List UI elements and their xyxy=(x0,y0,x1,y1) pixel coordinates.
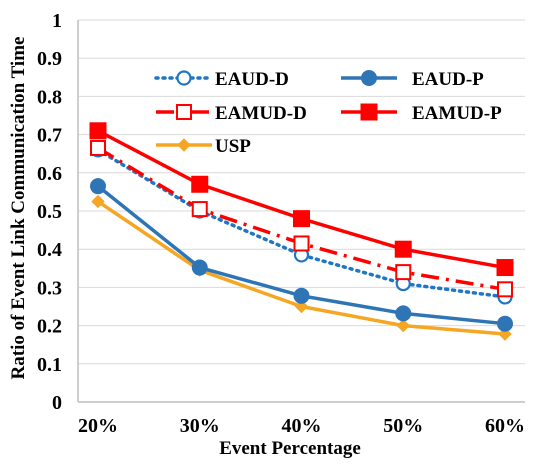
y-tick-label: 0.8 xyxy=(37,86,62,108)
y-tick-label: 0.4 xyxy=(37,239,62,261)
legend-item-usp: USP xyxy=(156,136,251,157)
data-point-eamud-d xyxy=(91,141,105,155)
legend-label: USP xyxy=(215,136,251,157)
legend-item-eamud-p: EAMUD-P xyxy=(341,103,502,124)
legend: EAUD-D EAUD-P EAMUD-D EAMUD-P USP xyxy=(156,69,502,157)
data-point-eamud-p xyxy=(395,241,411,257)
y-tick-label: 0.3 xyxy=(37,277,62,299)
y-tick-label: 0.1 xyxy=(37,354,62,376)
data-point-eaud-p xyxy=(192,260,207,275)
legend-item-eaud-d: EAUD-D xyxy=(156,69,289,90)
y-tick-label: 0 xyxy=(52,392,62,414)
x-tick-label: 50% xyxy=(383,415,423,437)
data-point-eamud-p xyxy=(90,123,106,139)
x-tick-label: 60% xyxy=(485,415,525,437)
x-tick-label: 40% xyxy=(282,415,322,437)
legend-marker xyxy=(178,72,191,85)
legend-item-eamud-d: EAMUD-D xyxy=(156,103,307,124)
data-point-eamud-d xyxy=(193,202,207,216)
legend-label: EAMUD-D xyxy=(215,103,307,124)
y-tick-label: 1 xyxy=(52,10,62,32)
data-point-usp xyxy=(397,320,409,332)
data-point-eaud-p xyxy=(294,288,309,303)
legend-marker xyxy=(361,104,377,120)
legend-marker xyxy=(178,139,190,151)
data-point-eamud-p xyxy=(497,260,513,276)
x-tick-label: 20% xyxy=(78,415,118,437)
legend-marker xyxy=(177,105,191,119)
legend-label: EAUD-D xyxy=(215,69,289,90)
x-tick-label: 30% xyxy=(180,415,220,437)
data-point-eamud-d xyxy=(396,265,410,279)
x-tick-labels: 20% 30% 40% 50% 60% xyxy=(78,415,525,437)
legend-item-eaud-p: EAUD-P xyxy=(341,69,484,90)
data-point-eaud-p xyxy=(498,316,513,331)
y-tick-label: 0.7 xyxy=(37,125,62,147)
legend-marker xyxy=(362,71,377,86)
data-point-eamud-p xyxy=(294,211,310,227)
y-axis-title: Ratio of Event Link Communication Time xyxy=(8,37,29,380)
legend-label: EAMUD-P xyxy=(412,103,502,124)
y-tick-label: 0.9 xyxy=(37,48,62,70)
x-axis-title: Event Percentage xyxy=(219,438,361,459)
data-point-eamud-d xyxy=(498,282,512,296)
data-point-eamud-p xyxy=(192,176,208,192)
y-tick-label: 0.6 xyxy=(37,163,62,185)
data-point-eaud-p xyxy=(91,179,106,194)
y-tick-label: 0.5 xyxy=(37,201,62,223)
data-point-eamud-d xyxy=(295,236,309,250)
y-tick-labels: 0 0.1 0.2 0.3 0.4 0.5 0.6 0.7 0.8 0.9 1 xyxy=(37,10,62,414)
y-tick-label: 0.2 xyxy=(37,316,62,338)
legend-label: EAUD-P xyxy=(412,69,484,90)
data-point-eaud-p xyxy=(396,306,411,321)
